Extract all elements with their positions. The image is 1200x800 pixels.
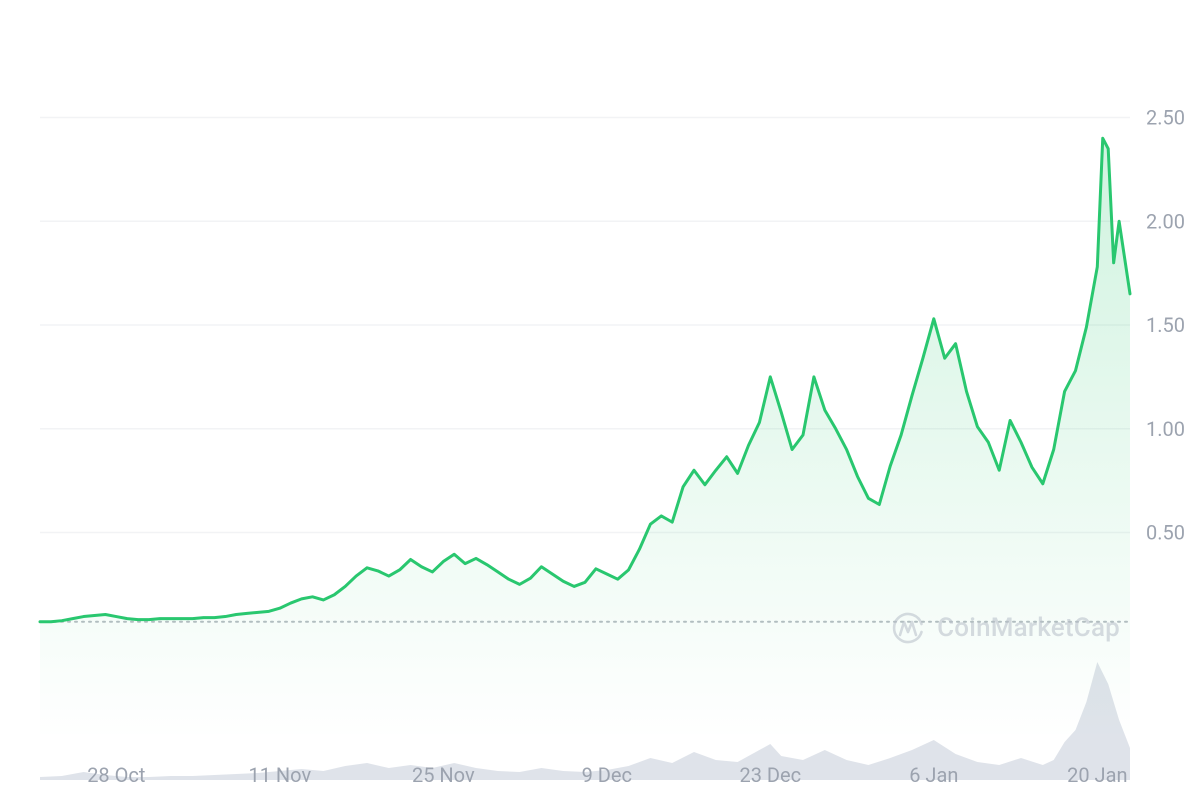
y-tick-label: 1.50 <box>1146 313 1185 337</box>
x-tick-label: 25 Nov <box>412 763 475 787</box>
watermark: CoinMarketCap <box>891 611 1120 645</box>
x-tick-label: 6 Jan <box>909 763 958 787</box>
x-tick-label: 20 Jan <box>1067 763 1127 787</box>
watermark-text: CoinMarketCap <box>937 613 1120 643</box>
coinmarketcap-icon <box>891 611 925 645</box>
price-chart: 0.50 1.00 1.50 2.00 2.50 28 Oct 11 Nov 25 Nov 9 … <box>0 0 1200 800</box>
y-tick-label: 2.00 <box>1146 209 1185 233</box>
y-tick-label: 2.50 <box>1146 106 1185 130</box>
x-tick-label: 11 Nov <box>248 763 311 787</box>
x-tick-label: 9 Dec <box>582 763 632 787</box>
x-tick-label: 28 Oct <box>87 763 145 787</box>
y-tick-label: 0.50 <box>1146 521 1185 545</box>
y-tick-label: 1.00 <box>1146 417 1185 441</box>
chart-svg: 0.50 1.00 1.50 2.00 2.50 28 Oct 11 Nov 25 Nov 9 … <box>0 0 1200 800</box>
x-tick-label: 23 Dec <box>739 763 801 787</box>
